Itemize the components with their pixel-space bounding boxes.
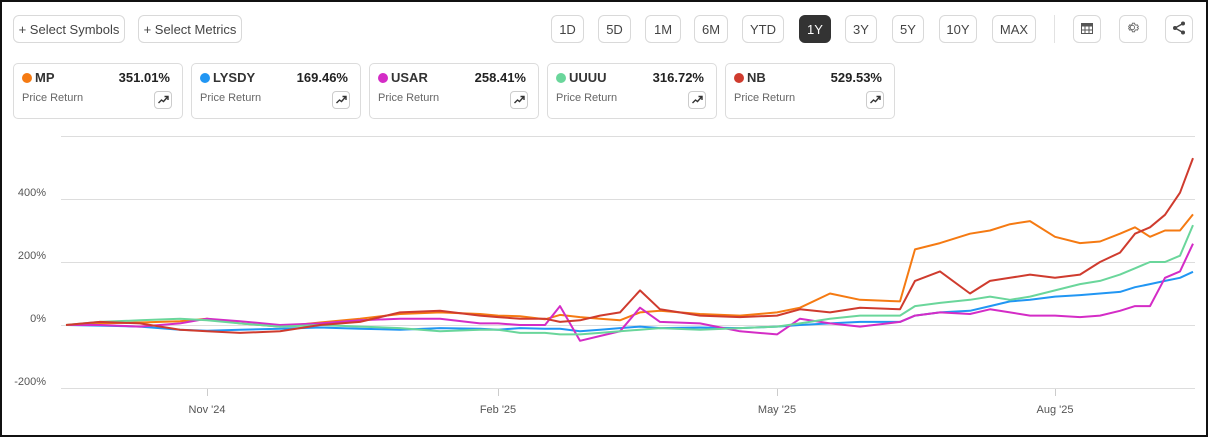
series-line-mp[interactable] bbox=[65, 213, 1194, 328]
range-button-max[interactable]: MAX bbox=[992, 15, 1036, 43]
range-button-3y[interactable]: 3Y bbox=[845, 15, 877, 43]
y-tick-label: 400% bbox=[17, 187, 46, 199]
range-button-ytd[interactable]: YTD bbox=[742, 15, 784, 43]
series-line-lysdy[interactable] bbox=[65, 270, 1194, 333]
trending-up-icon bbox=[869, 91, 881, 109]
series-color-dot bbox=[734, 73, 744, 83]
y-tick-label: -200% bbox=[14, 376, 46, 388]
symbol-label: UUUU bbox=[569, 70, 607, 85]
trending-up-icon bbox=[335, 91, 347, 109]
table-icon bbox=[1081, 22, 1093, 37]
trending-up-icon bbox=[157, 91, 169, 109]
range-button-5y[interactable]: 5Y bbox=[892, 15, 924, 43]
symbol-card-mp[interactable]: MP 351.01% Price Return bbox=[13, 63, 183, 119]
metric-label: Price Return bbox=[556, 92, 618, 104]
y-tick-label: 200% bbox=[17, 250, 46, 262]
return-value: 316.72% bbox=[652, 70, 704, 85]
trending-up-icon bbox=[691, 91, 703, 109]
trend-chart-button[interactable] bbox=[154, 91, 172, 109]
y-tick-label: 0% bbox=[30, 313, 46, 325]
series-color-dot bbox=[378, 73, 388, 83]
symbol-label: USAR bbox=[391, 70, 428, 85]
trending-up-icon bbox=[513, 91, 525, 109]
trend-chart-button[interactable] bbox=[866, 91, 884, 109]
metric-label: Price Return bbox=[734, 92, 796, 104]
return-value: 351.01% bbox=[118, 70, 170, 85]
return-value: 529.53% bbox=[830, 70, 882, 85]
series-color-dot bbox=[22, 73, 32, 83]
range-button-6m[interactable]: 6M bbox=[694, 15, 728, 43]
metric-label: Price Return bbox=[378, 92, 440, 104]
series-line-nb[interactable] bbox=[65, 157, 1194, 334]
symbol-card-usar[interactable]: USAR 258.41% Price Return bbox=[369, 63, 539, 119]
metric-label: Price Return bbox=[200, 92, 262, 104]
metric-label: Price Return bbox=[22, 92, 84, 104]
share-icon bbox=[1172, 21, 1186, 38]
x-tick-label: Aug '25 bbox=[1036, 404, 1074, 416]
settings-button[interactable] bbox=[1119, 15, 1147, 43]
return-value: 169.46% bbox=[296, 70, 348, 85]
series-color-dot bbox=[200, 73, 210, 83]
series-line-usar[interactable] bbox=[66, 243, 1194, 342]
symbol-label: LYSDY bbox=[213, 70, 256, 85]
trend-chart-button[interactable] bbox=[688, 91, 706, 109]
range-button-5d[interactable]: 5D bbox=[598, 15, 631, 43]
share-button[interactable] bbox=[1165, 15, 1193, 43]
series-color-dot bbox=[556, 73, 566, 83]
select-metrics-button[interactable]: + Select Metrics bbox=[138, 15, 242, 43]
gear-icon bbox=[1127, 21, 1140, 37]
toolbar-divider bbox=[1054, 15, 1055, 43]
range-button-10y[interactable]: 10Y bbox=[939, 15, 977, 43]
symbol-card-uuuu[interactable]: UUUU 316.72% Price Return bbox=[547, 63, 717, 119]
range-button-1y[interactable]: 1Y bbox=[799, 15, 831, 43]
symbol-card-nb[interactable]: NB 529.53% Price Return bbox=[725, 63, 895, 119]
symbol-label: MP bbox=[35, 70, 55, 85]
select-symbols-button[interactable]: + Select Symbols bbox=[13, 15, 125, 43]
trend-chart-button[interactable] bbox=[510, 91, 528, 109]
trend-chart-button[interactable] bbox=[332, 91, 350, 109]
x-tick-label: Nov '24 bbox=[188, 404, 226, 416]
series-line-uuuu[interactable] bbox=[65, 224, 1194, 336]
symbol-card-lysdy[interactable]: LYSDY 169.46% Price Return bbox=[191, 63, 361, 119]
symbol-label: NB bbox=[747, 70, 766, 85]
x-tick-label: Feb '25 bbox=[479, 404, 517, 416]
table-view-button[interactable] bbox=[1073, 15, 1101, 43]
range-button-1d[interactable]: 1D bbox=[551, 15, 584, 43]
return-value: 258.41% bbox=[474, 70, 526, 85]
range-button-1m[interactable]: 1M bbox=[645, 15, 681, 43]
x-tick-label: May '25 bbox=[757, 404, 797, 416]
